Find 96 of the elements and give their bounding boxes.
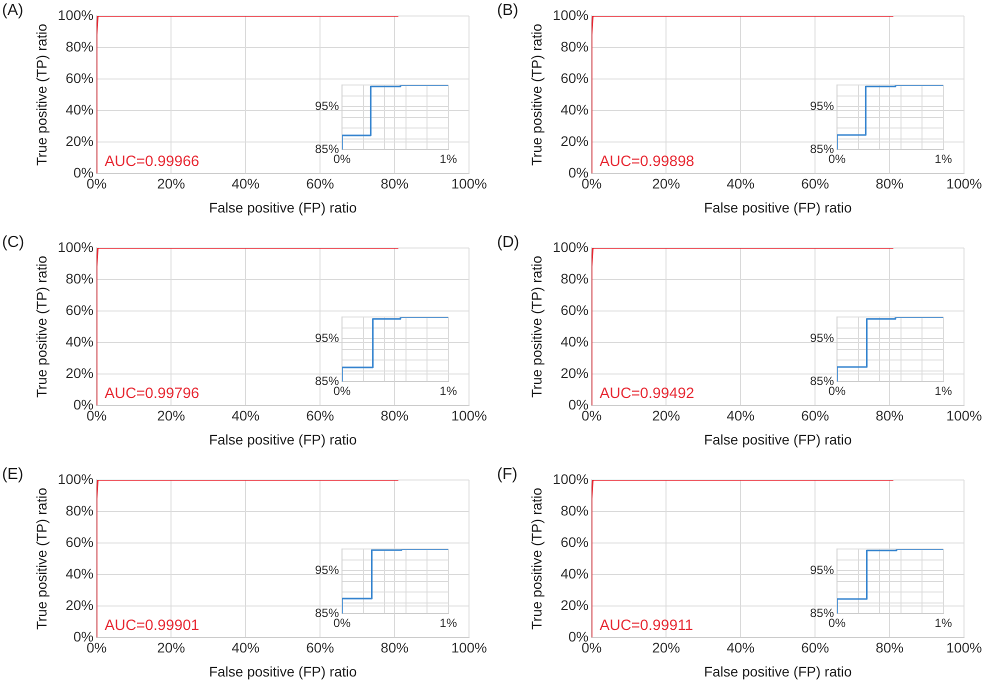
- y-tick-label: 100%: [58, 470, 94, 487]
- x-tick-label: 1%: [440, 384, 458, 398]
- x-tick-label: 1%: [440, 152, 458, 166]
- x-tick-label: 100%: [946, 408, 982, 424]
- x-axis-title: False positive (FP) ratio: [208, 663, 357, 680]
- x-axis-title: False positive (FP) ratio: [208, 199, 357, 216]
- y-tick-label: 60%: [66, 70, 94, 86]
- y-tick-label: 80%: [66, 502, 94, 518]
- y-tick-label: 100%: [552, 238, 589, 255]
- y-tick-label: 40%: [66, 565, 94, 582]
- y-tick-label: 20%: [66, 596, 94, 613]
- y-tick-label: 40%: [66, 333, 94, 350]
- x-tick-label: 100%: [451, 408, 488, 424]
- y-tick-label: 80%: [560, 38, 589, 54]
- y-tick-label: 60%: [560, 302, 589, 318]
- x-tick-label: 100%: [946, 640, 982, 656]
- y-tick-label: 0%: [73, 164, 94, 180]
- x-tick-label: 20%: [652, 408, 680, 424]
- annotation: AUC=0.99898: [600, 153, 694, 170]
- y-tick-label: 20%: [66, 132, 94, 149]
- x-tick-label: 1%: [934, 616, 952, 630]
- annotation: AUC=0.99911: [600, 617, 694, 634]
- y-tick-label: 20%: [560, 132, 589, 149]
- y-tick-label: 20%: [560, 364, 589, 381]
- x-tick-label: 80%: [380, 176, 409, 192]
- y-axis-title: True positive (TP) ratio: [528, 24, 544, 166]
- y-tick-label: 40%: [66, 101, 94, 118]
- annotation: AUC=0.99492: [600, 385, 694, 402]
- y-tick-label: 95%: [810, 330, 834, 345]
- y-tick-label: 0%: [73, 396, 94, 412]
- y-tick-label: 0%: [568, 628, 589, 644]
- x-axis-title: False positive (FP) ratio: [704, 199, 852, 216]
- chart-title: (C): [2, 234, 24, 252]
- y-tick-label: 100%: [552, 470, 589, 487]
- y-tick-label: 95%: [810, 562, 834, 577]
- x-tick-label: 20%: [157, 408, 186, 424]
- x-axis-title: False positive (FP) ratio: [704, 431, 852, 448]
- annotation: AUC=0.99966: [104, 153, 200, 170]
- x-tick-label: 40%: [726, 408, 755, 424]
- y-tick-label: 20%: [560, 596, 589, 613]
- x-tick-label: 20%: [157, 640, 186, 656]
- y-tick-label: 0%: [568, 164, 589, 180]
- annotation: AUC=0.99901: [104, 617, 200, 634]
- y-tick-label: 80%: [560, 502, 589, 518]
- y-tick-label: 100%: [58, 238, 94, 255]
- annotation: AUC=0.99796: [104, 385, 200, 402]
- x-tick-label: 1%: [934, 152, 952, 166]
- y-tick-label: 80%: [66, 270, 94, 286]
- x-tick-label: 1%: [440, 616, 458, 630]
- y-tick-label: 100%: [58, 6, 94, 23]
- y-tick-label: 0%: [73, 628, 94, 644]
- x-tick-label: 80%: [876, 640, 904, 656]
- chart-title: (A): [2, 2, 24, 20]
- x-tick-label: 100%: [451, 176, 488, 192]
- y-tick-label: 60%: [66, 534, 94, 550]
- x-tick-label: 40%: [232, 176, 260, 192]
- y-tick-label: 40%: [560, 101, 589, 118]
- y-tick-label: 60%: [560, 534, 589, 550]
- chart-title: (B): [497, 2, 518, 20]
- x-tick-label: 100%: [946, 176, 982, 192]
- chart-title: (F): [497, 466, 518, 484]
- y-tick-label: 40%: [560, 565, 589, 582]
- y-axis-title: True positive (TP) ratio: [528, 488, 544, 630]
- y-axis-title: True positive (TP) ratio: [528, 256, 544, 398]
- x-tick-label: 20%: [652, 640, 680, 656]
- y-tick-label: 40%: [560, 333, 589, 350]
- chart-title: (D): [497, 234, 520, 252]
- y-axis-title: True positive (TP) ratio: [33, 256, 50, 398]
- y-tick-label: 95%: [314, 98, 340, 113]
- x-tick-label: 20%: [652, 176, 680, 192]
- y-tick-label: 60%: [66, 302, 94, 318]
- y-tick-label: 20%: [66, 364, 94, 381]
- y-axis-title: True positive (TP) ratio: [33, 488, 50, 630]
- y-tick-label: 80%: [560, 270, 589, 286]
- x-tick-label: 40%: [726, 640, 755, 656]
- x-tick-label: 1%: [934, 384, 952, 398]
- x-tick-label: 80%: [876, 408, 904, 424]
- x-tick-label: 40%: [232, 640, 260, 656]
- chart-title: (E): [2, 466, 24, 484]
- y-tick-label: 0%: [568, 396, 589, 412]
- x-tick-label: 40%: [726, 176, 755, 192]
- y-tick-label: 95%: [810, 98, 834, 113]
- x-tick-label: 80%: [380, 408, 409, 424]
- x-axis-title: False positive (FP) ratio: [704, 663, 852, 680]
- x-tick-label: 100%: [451, 640, 488, 656]
- x-tick-label: 40%: [232, 408, 260, 424]
- y-tick-label: 95%: [314, 330, 340, 345]
- x-tick-label: 20%: [157, 176, 186, 192]
- x-tick-label: 80%: [876, 176, 904, 192]
- y-tick-label: 80%: [66, 38, 94, 54]
- x-axis-title: False positive (FP) ratio: [208, 431, 357, 448]
- y-tick-label: 60%: [560, 70, 589, 86]
- y-tick-label: 95%: [314, 562, 340, 577]
- y-axis-title: True positive (TP) ratio: [33, 24, 50, 166]
- x-tick-label: 80%: [380, 640, 409, 656]
- y-tick-label: 100%: [552, 6, 589, 23]
